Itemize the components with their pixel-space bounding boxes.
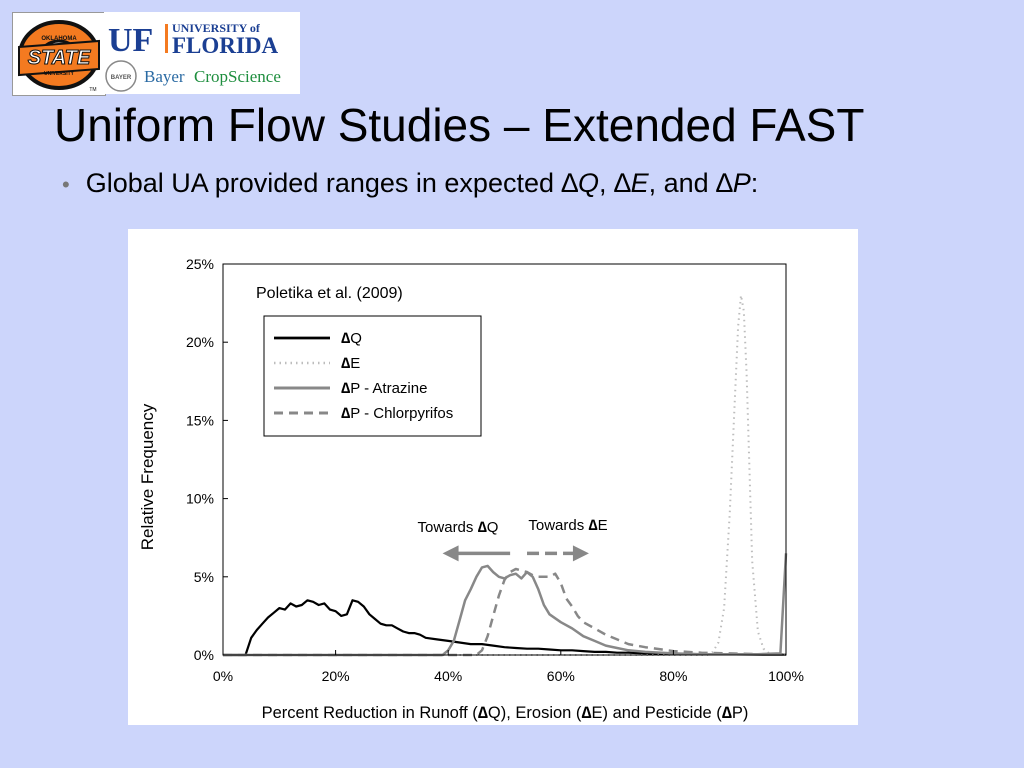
y-axis-label: Relative Frequency <box>138 403 157 550</box>
legend-box <box>263 315 482 437</box>
bullet-var-q: Q <box>578 168 600 198</box>
arrow-head-0 <box>442 545 459 562</box>
osu-logo-trademark: TM <box>89 87 96 93</box>
x-tick-label: 60% <box>547 668 575 684</box>
axes-layer: 0% 5% 10% 15% 20% 25% 0% 20% 40% 60% 80% 100% <box>186 256 804 684</box>
chart-panel: 0% 5% 10% 15% 20% 25% 0% 20% 40% 60% 80% 100% Polet… <box>128 229 858 725</box>
arrow-label-prefix: Towards <box>528 517 588 534</box>
legend-label-0: ∆Q <box>341 330 362 347</box>
arrow-label-0: Towards ∆Q <box>418 519 499 536</box>
uf-logo-line2: FLORIDA <box>172 33 278 58</box>
osu-logo: OKLAHOMA STATE UNIVERSITY TM <box>12 12 106 96</box>
bayer-cross-icon <box>105 60 137 92</box>
direction-arrows: Towards ∆Q Towards ∆E <box>418 517 608 562</box>
y-tick-label: 10% <box>186 491 214 507</box>
osu-logo-top-text: OKLAHOMA <box>41 36 77 42</box>
chart-legend: ∆Q∆E∆P - Atrazine∆P - Chlorpyrifos <box>263 315 482 437</box>
uf-logo-initials: UF <box>108 22 153 59</box>
bullet-item: • Global UA provided ranges in expected ∆… <box>62 168 758 199</box>
osu-logo-main-text: STATE <box>28 47 91 69</box>
y-tick-label: 0% <box>194 647 214 663</box>
slide-title: Uniform Flow Studies – Extended FAST <box>54 99 865 151</box>
x-tick-label: 80% <box>659 668 687 684</box>
legend-delta: ∆ <box>341 330 350 347</box>
bullet-text-prefix: Global UA provided ranges in expected <box>85 168 562 198</box>
x-axis-label-delta1: ∆ <box>478 704 488 722</box>
legend-label-2: ∆P - Atrazine <box>341 380 427 397</box>
frequency-chart: 0% 5% 10% 15% 20% 25% 0% 20% 40% 60% 80% 100% Polet… <box>138 256 804 722</box>
arrow-label-delta: ∆ <box>478 519 487 536</box>
series-layer <box>223 294 788 657</box>
osu-logo-graphic: OKLAHOMA STATE UNIVERSITY TM <box>18 20 100 93</box>
legend-text: Q <box>350 330 362 347</box>
legend-label-1: ∆E <box>341 355 360 372</box>
legend-text: P - Chlorpyrifos <box>350 405 453 422</box>
legend-delta: ∆ <box>341 355 350 372</box>
uf-logo-divider <box>165 24 168 53</box>
y-tick-label: 20% <box>186 334 214 350</box>
legend-delta: ∆ <box>341 380 350 397</box>
bullet-var-e: E <box>630 168 649 198</box>
bullet-end: : <box>750 168 759 198</box>
bullet-sep1: , <box>599 168 615 198</box>
arrow-label-prefix: Towards <box>418 519 478 536</box>
x-tick-label: 0% <box>213 668 233 684</box>
arrow-label-1: Towards ∆E <box>528 517 607 534</box>
arrow-head-1 <box>572 545 589 562</box>
osu-logo-bottom-text: UNIVERSITY <box>44 71 75 77</box>
plot-area-frame <box>222 263 787 656</box>
arrow-label-delta: ∆ <box>588 517 597 534</box>
x-axis-label: Percent Reduction in Runoff (∆Q), Erosio… <box>262 704 749 722</box>
osu-logo-banner <box>18 39 100 77</box>
legend-label-3: ∆P - Chlorpyrifos <box>341 405 453 422</box>
x-axis-label-part1: Percent Reduction in Runoff ( <box>262 704 479 722</box>
chart-annotation: Poletika et al. (2009) <box>256 285 403 302</box>
y-tick-label: 15% <box>186 412 214 428</box>
x-axis-label-delta2: ∆ <box>581 704 591 722</box>
series-line-2 <box>223 553 788 657</box>
bayer-word1: Bayer <box>144 67 185 86</box>
x-tick-label: 20% <box>322 668 350 684</box>
arrow-label-var: E <box>598 517 608 534</box>
legend-delta: ∆ <box>341 405 350 422</box>
bullet-delta-p: ∆ <box>716 168 733 198</box>
bullet-delta-q: ∆ <box>561 168 579 198</box>
y-tick-label: 25% <box>186 256 214 272</box>
bullet-var-p: P <box>732 168 751 198</box>
bayer-word2: CropScience <box>194 67 281 86</box>
series-line-0 <box>223 599 786 657</box>
partner-logos: UF UNIVERSITY of FLORIDA BAYER Bayer Cro… <box>104 12 300 94</box>
legend-text: E <box>350 355 360 372</box>
x-tick-label: 100% <box>768 668 804 684</box>
uf-logo-line1: UNIVERSITY of <box>172 21 261 35</box>
series-line-3 <box>223 567 786 657</box>
x-axis-label-part2: Q), Erosion ( <box>488 704 582 722</box>
bullet-dot-icon: • <box>62 171 70 197</box>
bullet-delta-e: ∆ <box>614 168 631 198</box>
x-axis-label-part3: E) and Pesticide ( <box>592 704 723 722</box>
legend-text: P - Atrazine <box>350 380 427 397</box>
x-tick-label: 40% <box>434 668 462 684</box>
arrow-label-var: Q <box>487 519 499 536</box>
x-axis-label-part4: P) <box>732 704 749 722</box>
partner-logos-graphic: UF UNIVERSITY of FLORIDA BAYER Bayer Cro… <box>105 21 281 92</box>
bayer-seal-text: BAYER <box>111 75 132 81</box>
y-tick-label: 5% <box>194 569 214 585</box>
x-axis-label-delta3: ∆ <box>722 704 732 722</box>
bullet-sep2: , and <box>648 168 717 198</box>
